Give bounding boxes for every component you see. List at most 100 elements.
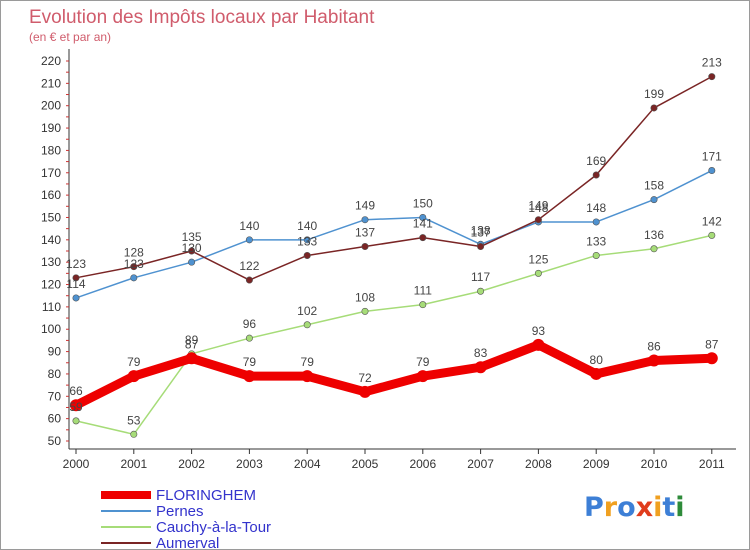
data-point bbox=[303, 251, 311, 259]
data-point bbox=[534, 216, 542, 224]
x-tick-label: 2007 bbox=[467, 457, 494, 471]
data-point bbox=[474, 361, 487, 374]
data-label: 72 bbox=[358, 371, 372, 385]
data-point bbox=[130, 430, 138, 438]
proxiti-logo: Proxiti bbox=[584, 492, 685, 523]
x-tick-label: 2004 bbox=[294, 457, 321, 471]
data-point bbox=[592, 251, 600, 259]
data-label: 148 bbox=[528, 201, 548, 215]
logo-letter: r bbox=[604, 492, 618, 523]
data-point bbox=[532, 338, 545, 351]
data-point bbox=[650, 245, 658, 253]
data-label: 111 bbox=[414, 284, 433, 298]
data-point bbox=[534, 269, 542, 277]
x-tick-label: 2011 bbox=[699, 457, 725, 471]
x-tick-label: 2001 bbox=[120, 457, 147, 471]
logo-letter: P bbox=[584, 492, 604, 523]
data-point bbox=[130, 274, 138, 282]
y-tick-label: 110 bbox=[42, 300, 61, 314]
logo-letter: t bbox=[662, 492, 675, 523]
data-label: 122 bbox=[239, 259, 259, 273]
data-label: 79 bbox=[301, 355, 315, 369]
data-label: 140 bbox=[239, 219, 259, 233]
x-tick-label: 2008 bbox=[525, 457, 552, 471]
data-label: 87 bbox=[705, 337, 719, 351]
data-label: 93 bbox=[532, 324, 546, 338]
y-tick-label: 160 bbox=[41, 188, 61, 202]
data-label: 87 bbox=[185, 337, 199, 351]
legend-label: Aumerval bbox=[156, 535, 219, 549]
data-label: 136 bbox=[644, 228, 664, 242]
y-tick-label: 50 bbox=[48, 434, 62, 448]
legend-label: Cauchy-à-la-Tour bbox=[156, 519, 271, 536]
data-point bbox=[72, 294, 80, 302]
y-tick-label: 170 bbox=[41, 166, 61, 180]
data-point bbox=[130, 263, 138, 271]
chart-subtitle: (en € et par an) bbox=[29, 30, 111, 44]
data-label: 53 bbox=[127, 413, 141, 427]
data-label: 142 bbox=[702, 214, 722, 228]
data-point bbox=[648, 354, 660, 367]
data-point bbox=[592, 218, 600, 226]
y-tick-label: 80 bbox=[48, 367, 62, 381]
y-tick-label: 70 bbox=[48, 389, 62, 403]
data-point bbox=[361, 307, 369, 315]
data-label: 148 bbox=[586, 201, 606, 215]
data-label: 79 bbox=[127, 355, 141, 369]
data-point bbox=[416, 370, 429, 383]
data-point bbox=[708, 167, 716, 175]
series-line-floringhem bbox=[71, 340, 717, 410]
data-label: 141 bbox=[413, 217, 433, 231]
data-label: 158 bbox=[644, 179, 664, 193]
data-label: 80 bbox=[590, 353, 604, 367]
data-label: 133 bbox=[297, 234, 317, 248]
x-tick-label: 2010 bbox=[641, 457, 668, 471]
logo-letter: i bbox=[653, 492, 662, 523]
data-point bbox=[419, 213, 427, 221]
logo-letter: x bbox=[636, 492, 653, 523]
data-label: 149 bbox=[528, 199, 548, 213]
y-tick-label: 60 bbox=[48, 412, 62, 426]
data-point bbox=[477, 243, 485, 251]
data-point bbox=[301, 370, 314, 383]
data-label: 130 bbox=[182, 241, 202, 255]
data-point bbox=[245, 334, 253, 342]
data-label: 171 bbox=[702, 150, 722, 164]
data-point bbox=[185, 352, 198, 365]
x-tick-label: 2002 bbox=[178, 457, 205, 471]
data-point bbox=[303, 236, 311, 244]
data-label: 140 bbox=[297, 219, 317, 233]
data-point bbox=[243, 370, 256, 383]
data-point bbox=[650, 104, 658, 112]
data-point bbox=[361, 216, 369, 224]
logo-letter: o bbox=[617, 492, 636, 523]
data-label: 66 bbox=[69, 384, 83, 398]
series-lines bbox=[70, 73, 718, 438]
data-point bbox=[72, 417, 80, 425]
data-point bbox=[70, 399, 82, 412]
series-line-pernes bbox=[75, 169, 713, 299]
y-tick-label: 180 bbox=[41, 143, 61, 157]
data-point bbox=[592, 171, 600, 179]
data-point bbox=[359, 385, 371, 398]
data-label: 117 bbox=[471, 270, 490, 284]
logo-letter: i bbox=[675, 492, 684, 523]
data-point bbox=[477, 287, 485, 295]
x-tick-label: 2003 bbox=[236, 457, 263, 471]
series-line-aumerval bbox=[75, 75, 713, 281]
data-label: 149 bbox=[355, 199, 375, 213]
data-label: 59 bbox=[69, 400, 83, 414]
data-point bbox=[419, 234, 427, 242]
data-label: 133 bbox=[586, 234, 606, 248]
data-label: 102 bbox=[297, 304, 317, 318]
data-label: 137 bbox=[471, 226, 491, 240]
data-label: 86 bbox=[647, 340, 661, 354]
data-point bbox=[708, 73, 716, 81]
legend-label: FLORINGHEM bbox=[156, 487, 256, 504]
data-label: 213 bbox=[702, 56, 722, 70]
x-tick-label: 2005 bbox=[352, 457, 379, 471]
data-point bbox=[188, 258, 196, 266]
